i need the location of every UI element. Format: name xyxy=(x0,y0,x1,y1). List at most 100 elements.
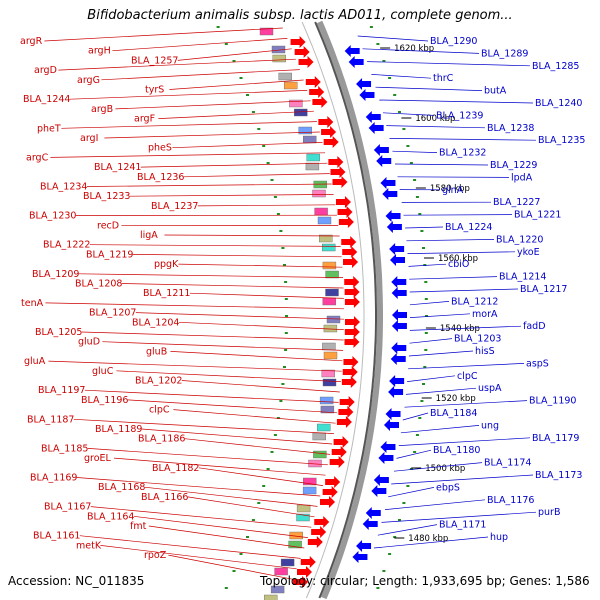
forward-gene-label: argB xyxy=(91,104,113,115)
gc-content-dot xyxy=(422,383,425,385)
forward-gene-label: BLA_1202 xyxy=(135,376,182,387)
forward-gene-label: ligA xyxy=(140,230,158,241)
cog-feature-box xyxy=(259,27,274,36)
forward-gene-arrow xyxy=(320,496,336,508)
forward-gene-label: BLA_1241 xyxy=(94,162,141,173)
reverse-leader-line xyxy=(407,375,456,382)
cog-feature-box xyxy=(322,342,336,351)
cog-feature-box xyxy=(272,54,286,63)
gc-content-dot xyxy=(409,468,413,470)
reverse-leader-line xyxy=(408,263,447,267)
forward-gene-label: BLA_1189 xyxy=(95,424,142,435)
forward-gene-label: gluC xyxy=(92,366,114,377)
forward-gene-arrow xyxy=(342,366,358,378)
reverse-gene-arrow xyxy=(391,276,407,288)
gc-content-dot xyxy=(423,264,427,266)
gc-content-dot xyxy=(388,553,392,555)
reverse-gene-arrow xyxy=(391,320,407,332)
forward-leader-line xyxy=(135,312,345,320)
gc-content-dot xyxy=(406,485,410,487)
forward-leader-line xyxy=(184,438,331,455)
forward-leader-line xyxy=(177,48,292,61)
reverse-gene-label: BLA_1173 xyxy=(535,470,582,481)
scale-tick-label: 1620 kbp xyxy=(394,44,434,54)
gc-content-dot xyxy=(415,196,419,198)
reverse-gene-arrow xyxy=(378,452,394,464)
forward-leader-line xyxy=(183,173,330,178)
gc-skew-dot xyxy=(216,26,220,28)
reverse-gene-label: clpC xyxy=(457,371,478,382)
gc-content-dot xyxy=(398,111,401,113)
reverse-gene-label: ung xyxy=(481,420,499,431)
topology-text: Topology: circular; Length: 1,933,695 bp… xyxy=(260,574,590,588)
cog-feature-box xyxy=(317,216,332,225)
forward-gene-label: BLA_1161 xyxy=(33,531,80,542)
reverse-leader-line xyxy=(397,176,510,178)
forward-gene-label: BLA_1185 xyxy=(41,443,88,454)
gc-content-dot xyxy=(413,451,417,453)
cog-feature-box xyxy=(302,486,317,495)
reverse-gene-label: BLA_1203 xyxy=(454,334,501,345)
forward-leader-line xyxy=(189,292,344,299)
cog-feature-box xyxy=(284,81,298,90)
gc-content-dot xyxy=(402,128,406,130)
gc-content-dot xyxy=(415,434,419,436)
forward-gene-label: BLA_1164 xyxy=(87,511,134,522)
forward-leader-line xyxy=(164,234,340,237)
forward-gene-label: BLA_1168 xyxy=(98,482,145,493)
forward-gene-label: BLA_1244 xyxy=(23,94,70,105)
reverse-gene-label: aspS xyxy=(526,358,549,369)
forward-gene-label: argF xyxy=(134,114,155,125)
reverse-gene-label: fadD xyxy=(523,321,546,332)
cog-feature-box xyxy=(298,126,312,135)
forward-gene-arrow xyxy=(314,516,330,528)
gc-skew-dot xyxy=(284,281,288,283)
reverse-gene-arrow xyxy=(388,386,404,398)
forward-gene-arrow xyxy=(294,46,310,58)
forward-leader-line xyxy=(113,457,326,476)
reverse-gene-arrow xyxy=(392,309,407,321)
reverse-gene-label: BLA_1212 xyxy=(451,296,498,307)
forward-gene-label: groEL xyxy=(84,453,112,464)
forward-leader-line xyxy=(81,331,344,341)
reverse-gene-label: BLA_1285 xyxy=(532,61,579,72)
gc-skew-dot xyxy=(276,213,280,215)
reverse-gene-arrow xyxy=(380,441,396,453)
forward-gene-label: recD xyxy=(97,220,119,231)
reverse-leader-line xyxy=(393,462,483,472)
reverse-gene-arrow xyxy=(386,221,402,233)
reverse-leader-line xyxy=(392,150,438,153)
reverse-gene-label: BLA_1176 xyxy=(487,495,534,506)
reverse-gene-arrow xyxy=(373,474,389,486)
forward-gene-label: BLA_1205 xyxy=(35,327,82,338)
reverse-gene-label: BLA_1235 xyxy=(538,135,585,146)
reverse-gene-arrow xyxy=(368,122,384,134)
forward-leader-line xyxy=(133,515,308,538)
forward-gene-label: BLA_1208 xyxy=(75,279,122,290)
forward-gene-label: argR xyxy=(20,36,43,47)
forward-leader-line xyxy=(102,341,344,351)
reverse-gene-arrow xyxy=(390,353,406,365)
gc-skew-dot xyxy=(239,77,243,79)
reverse-gene-label: cbiO xyxy=(448,259,469,270)
forward-gene-arrow xyxy=(342,246,358,258)
reverse-gene-arrow xyxy=(383,419,399,431)
cog-feature-box xyxy=(289,99,303,108)
accession-text: Accession: NC_011835 xyxy=(8,574,145,588)
reverse-gene-label: BLA_1290 xyxy=(430,36,477,47)
forward-gene-arrow xyxy=(321,126,337,138)
forward-gene-arrow xyxy=(344,336,360,348)
forward-gene-arrow xyxy=(290,36,306,48)
reverse-gene-label: BLA_1227 xyxy=(493,197,540,208)
reverse-leader-line xyxy=(357,35,429,42)
forward-leader-line xyxy=(48,360,342,372)
forward-leader-line xyxy=(168,554,293,580)
cog-feature-box xyxy=(278,72,292,81)
reverse-gene-label: BLA_1179 xyxy=(532,433,579,444)
forward-leader-line xyxy=(86,183,332,187)
reverse-gene-arrow xyxy=(348,56,364,68)
gc-content-dot xyxy=(376,587,380,589)
gc-skew-dot xyxy=(224,587,228,589)
reverse-gene-label: lpdA xyxy=(511,172,533,183)
forward-gene-arrow xyxy=(298,56,314,68)
